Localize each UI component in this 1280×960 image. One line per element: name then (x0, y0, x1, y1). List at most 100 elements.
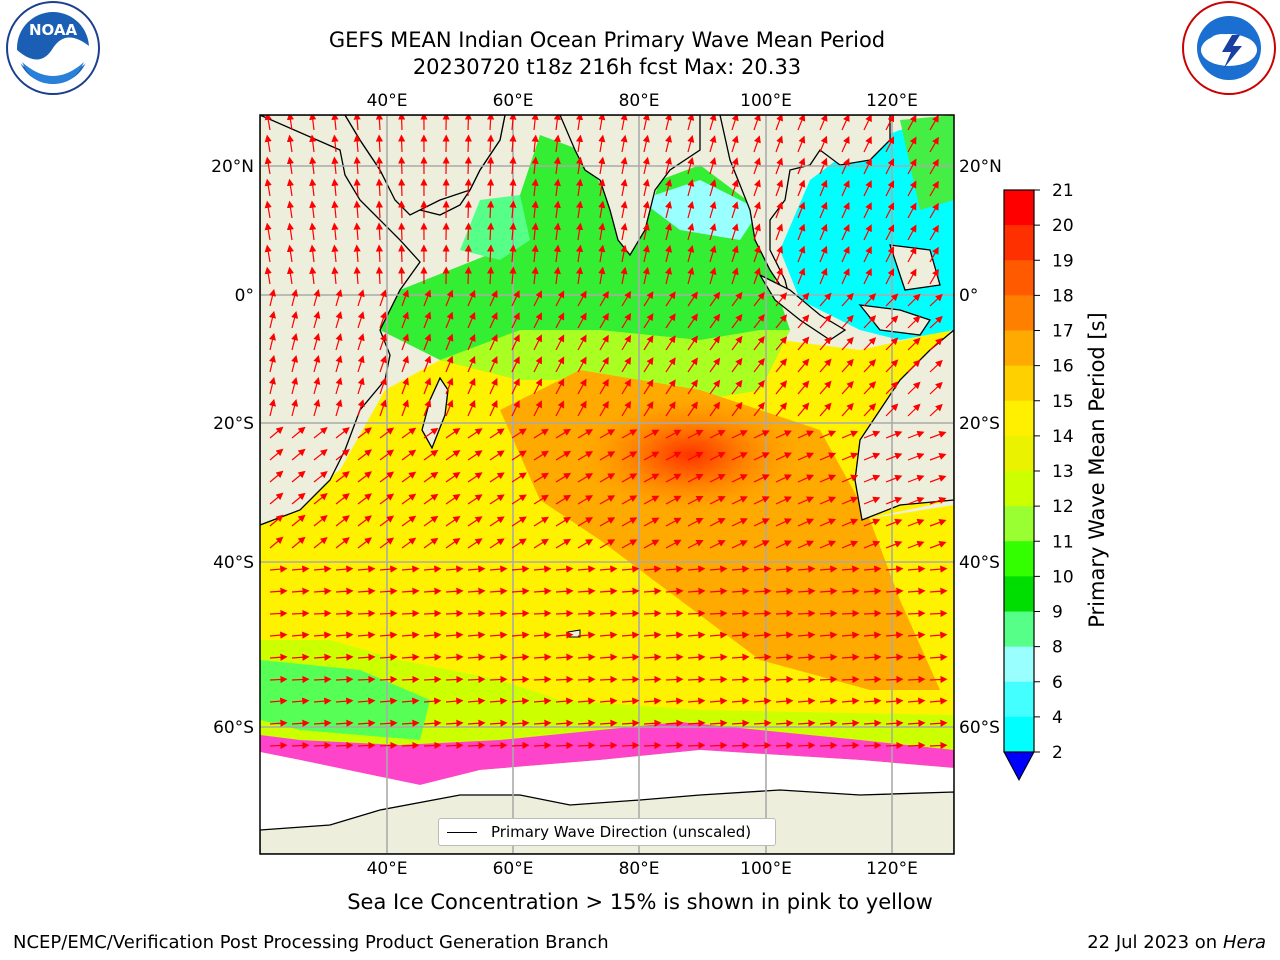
wave-arrow (819, 314, 832, 329)
wave-arrow (599, 473, 616, 483)
wave-arrow (379, 493, 395, 505)
wave-arrow (797, 587, 816, 595)
colorbar-tick-label: 21 (1052, 181, 1074, 201)
wave-arrow (929, 631, 948, 639)
wave-arrow (841, 202, 850, 219)
wave-arrow (555, 334, 565, 351)
colorbar-tick-label: 10 (1052, 567, 1074, 587)
wave-arrow (489, 538, 505, 549)
wave-arrow (467, 450, 483, 461)
wave-arrow (533, 587, 552, 595)
wave-arrow (863, 540, 881, 549)
wave-arrow (357, 493, 372, 505)
wave-arrow (621, 609, 640, 618)
wave-arrow (841, 565, 860, 573)
wave-arrow (775, 741, 794, 750)
wave-arrow (797, 675, 816, 684)
wave-arrow (398, 115, 406, 131)
wave-arrow (401, 537, 417, 549)
wave-arrow (775, 358, 788, 373)
wave-arrow (445, 675, 464, 684)
wave-arrow (642, 115, 650, 131)
wave-arrow (643, 653, 662, 661)
wave-arrow (291, 609, 310, 618)
wave-arrow (731, 201, 739, 219)
wave-arrow (687, 609, 706, 618)
wave-arrow (398, 134, 406, 153)
wave-arrow (291, 741, 310, 750)
wave-arrow (464, 134, 472, 153)
wave-arrow (885, 496, 903, 505)
wave-arrow (423, 399, 432, 417)
wave-arrow (621, 653, 640, 661)
wave-arrow (357, 427, 372, 439)
colorbar-tick-label: 17 (1052, 322, 1074, 342)
wave-arrow (555, 719, 574, 727)
wave-arrow (797, 452, 815, 461)
wave-arrow (445, 515, 461, 527)
wave-arrow (621, 429, 638, 439)
wave-arrow (797, 336, 810, 351)
wave-arrow (753, 452, 770, 461)
wave-arrow (331, 266, 339, 285)
wave-arrow (375, 178, 383, 197)
colorbar-segment (1004, 611, 1034, 648)
wave-arrow (753, 336, 765, 351)
wave-arrow (643, 609, 662, 618)
wave-arrow (313, 719, 332, 727)
wave-arrow (264, 244, 272, 263)
wave-arrow (885, 474, 903, 483)
wave-arrow (353, 244, 361, 263)
wave-arrow (511, 290, 520, 307)
wave-arrow (620, 156, 628, 175)
wave-arrow (555, 587, 574, 595)
wave-arrow (643, 675, 662, 684)
wave-arrow (264, 156, 272, 175)
wave-arrow (819, 201, 828, 219)
wave-arrow (687, 115, 695, 131)
wave-arrow (643, 495, 660, 505)
wave-arrow (357, 449, 372, 461)
lat-tick: 40°S (959, 553, 1000, 573)
wave-arrow (313, 289, 321, 307)
wave-arrow (375, 134, 383, 153)
wave-arrow (599, 741, 618, 750)
colorbar-segment (1004, 260, 1034, 296)
wave-arrow (533, 356, 542, 373)
wave-arrow (489, 428, 505, 439)
wave-arrow (401, 311, 409, 329)
wave-arrow (511, 741, 530, 750)
wave-arrow (467, 399, 476, 417)
wave-arrow (687, 539, 704, 549)
wave-arrow (621, 451, 638, 461)
colorbar-segment (1004, 716, 1034, 753)
lon-tick: 100°E (740, 859, 792, 879)
wave-arrow (599, 653, 618, 661)
wave-arrow (489, 609, 508, 618)
wave-arrow (797, 292, 810, 307)
wave-arrow (511, 400, 520, 417)
wave-arrow (907, 158, 917, 175)
lat-ticks-right: 20°N 0° 20°S 40°S 60°S (959, 157, 1002, 738)
wave-arrow (533, 516, 549, 527)
wave-arrow (467, 565, 486, 573)
wave-arrow (731, 496, 748, 505)
wave-arrow (401, 333, 409, 351)
wave-arrow (731, 587, 750, 595)
wave-arrow (929, 719, 948, 727)
wave-arrow (555, 400, 565, 417)
lat-tick: 60°S (959, 718, 1000, 738)
wave-arrow (885, 337, 899, 351)
wave-arrow (665, 134, 673, 153)
wave-arrow (797, 245, 806, 263)
wave-arrow (309, 178, 317, 197)
wave-arrow (509, 244, 517, 263)
wave-arrow (753, 201, 761, 219)
wave-arrow (819, 402, 832, 417)
wave-arrow (269, 536, 284, 549)
lat-tick: 0° (235, 286, 254, 306)
wave-arrow (599, 565, 618, 573)
wave-arrow (621, 312, 632, 329)
wave-arrow (753, 609, 772, 618)
wave-arrow (731, 267, 739, 285)
